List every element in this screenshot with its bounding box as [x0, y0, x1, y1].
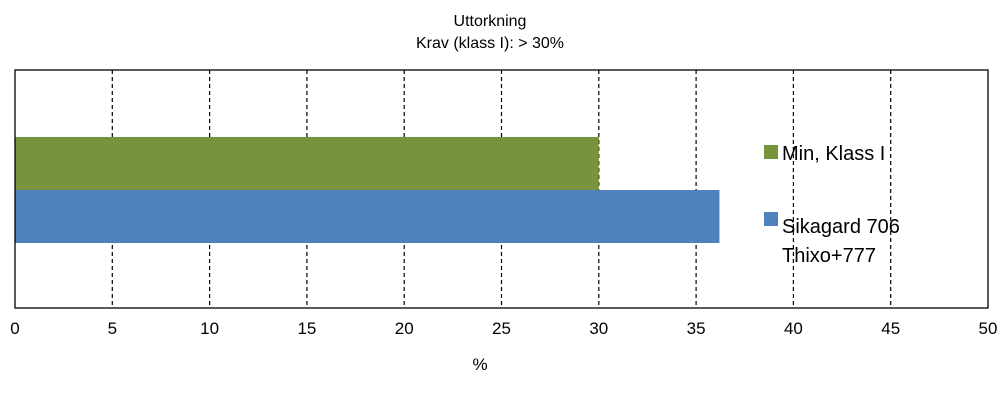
x-tick-label: 45 [881, 319, 900, 338]
bar-sikagard-706-thixo-777 [15, 190, 720, 243]
x-tick-label: 35 [687, 319, 706, 338]
legend-item: Sikagard 706 Thixo+777 [764, 212, 900, 267]
chart-title-line-1: Uttorkning [454, 13, 527, 30]
legend-swatch [764, 212, 778, 226]
x-tick-label: 20 [395, 319, 414, 338]
legend-label: Sikagard 706 [782, 216, 900, 238]
plot-area-frame [14, 69, 989, 309]
legend-label: Thixo+777 [782, 245, 876, 267]
legend-label: Min, Klass I [782, 143, 885, 165]
x-tick-label: 50 [979, 319, 998, 338]
x-tick-label: 0 [10, 319, 19, 338]
legend: Min, Klass I Sikagard 706 Thixo+777 [764, 143, 900, 267]
x-tick-label: 15 [297, 319, 316, 338]
chart-title: Uttorkning Krav (klass I): > 30% [416, 13, 564, 52]
legend-swatch [764, 145, 778, 159]
x-axis-label: % [472, 355, 487, 374]
x-tick-label: 25 [492, 319, 511, 338]
x-tick-label: 30 [589, 319, 608, 338]
x-tick-label: 5 [108, 319, 117, 338]
chart-title-line-2: Krav (klass I): > 30% [416, 35, 564, 52]
bars [15, 137, 720, 243]
legend-item: Min, Klass I [764, 143, 885, 165]
x-tick-label: 40 [784, 319, 803, 338]
x-axis-ticks: 0 5 10 15 20 25 30 35 40 45 50 [10, 319, 997, 338]
x-tick-label: 10 [200, 319, 219, 338]
bar-min-klass-i [15, 137, 599, 190]
